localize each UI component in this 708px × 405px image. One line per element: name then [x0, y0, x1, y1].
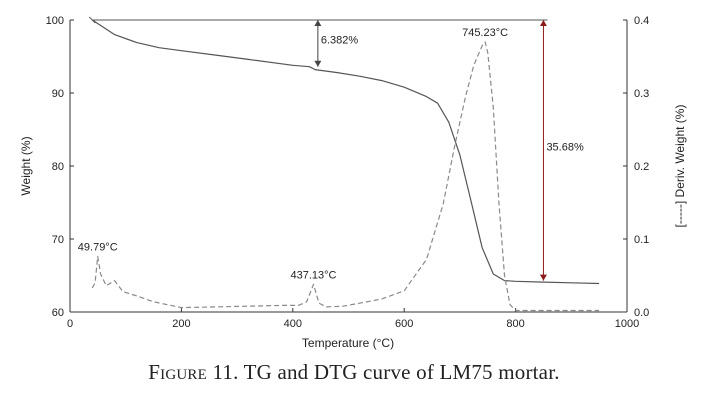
dtg-curve — [91, 41, 600, 312]
x-axis-title: Temperature (°C) — [302, 336, 394, 350]
x-tick-label: 0 — [67, 318, 73, 330]
peak-label: 745.23°C — [462, 27, 508, 39]
y2-tick-label: 0.0 — [634, 307, 649, 319]
measure-arrow-head — [314, 20, 322, 26]
y-tick-label: 90 — [52, 88, 64, 100]
x-ticks: 0 200 400 600 800 1000 — [67, 308, 639, 330]
y-tick-label: 100 — [46, 15, 64, 27]
y2-axis-title: [-----] Deriv. Weight (%) — [673, 105, 687, 228]
x-tick-label: 1000 — [615, 318, 639, 330]
y-tick-label: 60 — [52, 307, 64, 319]
x-tick-label: 200 — [172, 318, 190, 330]
y-ticks: 60 70 80 90 100 — [46, 15, 74, 319]
measure-arrow-head — [314, 60, 322, 67]
x-tick-label: 600 — [395, 318, 413, 330]
measure-arrow-head — [539, 20, 547, 26]
peak-label: 437.13°C — [290, 269, 336, 281]
measure-arrow-head — [539, 274, 547, 281]
y2-tick-label: 0.3 — [634, 88, 649, 100]
figure-caption: Figure 11. TG and DTG curve of LM75 mort… — [0, 360, 708, 385]
y-tick-label: 70 — [52, 234, 64, 246]
caption-text: TG and DTG curve of LM75 mortar. — [243, 360, 560, 384]
caption-label: Figure 11. — [148, 360, 239, 384]
y2-tick-label: 0.1 — [634, 234, 649, 246]
y2-tick-label: 0.2 — [634, 161, 649, 173]
measure-label: 6.382% — [321, 34, 359, 46]
tg-curve — [91, 19, 600, 285]
annotation-layer: 49.79°C 437.13°C 745.23°C 6.382% 35.68% — [78, 16, 584, 281]
measure-label: 35.68% — [546, 141, 584, 153]
start-marker — [88, 16, 96, 24]
y-axis-title: Weight (%) — [19, 136, 33, 195]
y2-tick-label: 0.4 — [634, 15, 649, 27]
peak-label: 49.79°C — [78, 242, 118, 254]
y-tick-label: 80 — [52, 161, 64, 173]
y2-ticks: 0.0 0.1 0.2 0.3 0.4 — [623, 15, 649, 319]
x-tick-label: 400 — [284, 318, 302, 330]
x-tick-label: 800 — [506, 318, 524, 330]
series-layer — [91, 19, 600, 312]
